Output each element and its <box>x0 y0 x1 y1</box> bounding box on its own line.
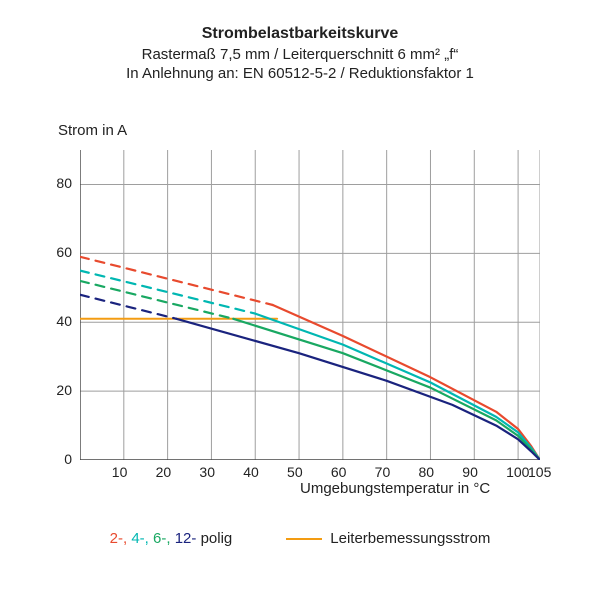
x-tick-label: 30 <box>199 464 215 480</box>
y-axis-label: Strom in A <box>58 122 127 139</box>
x-tick-label: 10 <box>112 464 128 480</box>
x-tick-label: 60 <box>331 464 347 480</box>
legend-rated-label: Leiterbemessungsstrom <box>330 530 490 547</box>
legend: 2-, 4-, 6-, 12- polig Leiterbemessungsst… <box>0 530 600 547</box>
title-sub2: In Anlehnung an: EN 60512-5-2 / Reduktio… <box>0 64 600 84</box>
y-tick-label: 60 <box>56 244 72 260</box>
y-tick-label: 40 <box>56 313 72 329</box>
title-main: Strombelastbarkeitskurve <box>0 24 600 45</box>
x-tick-label: 20 <box>156 464 172 480</box>
chart-svg <box>80 150 540 460</box>
chart-plot-area <box>80 150 540 460</box>
legend-pole-4: 4-, <box>127 530 149 547</box>
legend-pole-6: 6-, <box>149 530 171 547</box>
x-tick-label: 70 <box>375 464 391 480</box>
x-tick-label: 40 <box>243 464 259 480</box>
y-tick-label: 20 <box>56 382 72 398</box>
legend-poles: 2-, 4-, 6-, 12- polig <box>110 530 233 547</box>
y-tick-label: 80 <box>56 175 72 191</box>
legend-pole-2: 2-, <box>110 530 128 547</box>
x-axis-label: Umgebungstemperatur in °C <box>300 480 490 497</box>
x-tick-label: 100 <box>506 464 529 480</box>
x-tick-label: 105 <box>528 464 551 480</box>
title-sub1: Rastermaß 7,5 mm / Leiterquerschnitt 6 m… <box>0 45 600 65</box>
legend-pole-12: 12- <box>171 530 197 547</box>
legend-poles-suffix: polig <box>196 530 232 547</box>
x-tick-label: 90 <box>462 464 478 480</box>
y-tick-label: 0 <box>64 451 72 467</box>
title-block: Strombelastbarkeitskurve Rastermaß 7,5 m… <box>0 0 600 84</box>
x-tick-label: 80 <box>418 464 434 480</box>
x-tick-label: 50 <box>287 464 303 480</box>
legend-rated-swatch <box>286 538 322 540</box>
